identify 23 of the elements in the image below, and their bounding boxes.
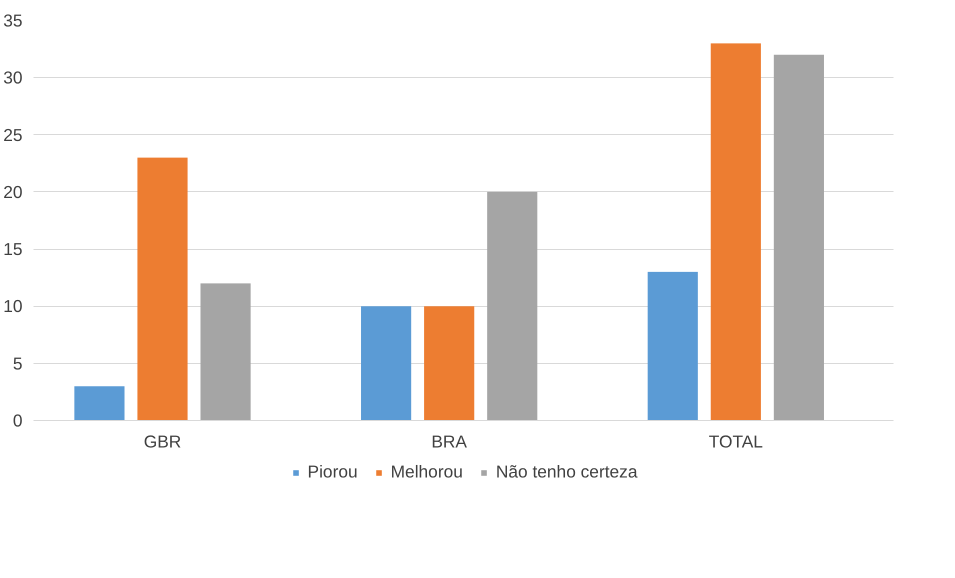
bar — [710, 43, 761, 420]
y-tick-label: 20 — [3, 182, 23, 202]
bar — [424, 306, 474, 420]
y-tick-label: 15 — [3, 239, 23, 260]
legend-label: Piorou — [308, 462, 358, 482]
x-tick-label: GBR — [144, 432, 182, 452]
bar — [774, 54, 824, 420]
y-tick-label: 25 — [3, 124, 23, 145]
bar — [361, 306, 412, 420]
legend-label: Não tenho certeza — [496, 462, 638, 482]
y-tick-label: 35 — [3, 10, 23, 30]
bar — [648, 272, 698, 420]
legend-label: Melhorou — [390, 462, 463, 482]
x-tick-label: TOTAL — [708, 432, 764, 452]
y-tick-label: 0 — [12, 410, 23, 430]
y-tick-label: 5 — [12, 353, 23, 374]
x-tick-label: BRA — [431, 432, 468, 452]
bar — [200, 283, 251, 420]
bar — [137, 158, 188, 420]
y-tick-label: 10 — [3, 296, 23, 316]
y-tick-label: 30 — [3, 68, 23, 88]
bar — [74, 386, 125, 420]
bar — [487, 192, 538, 420]
